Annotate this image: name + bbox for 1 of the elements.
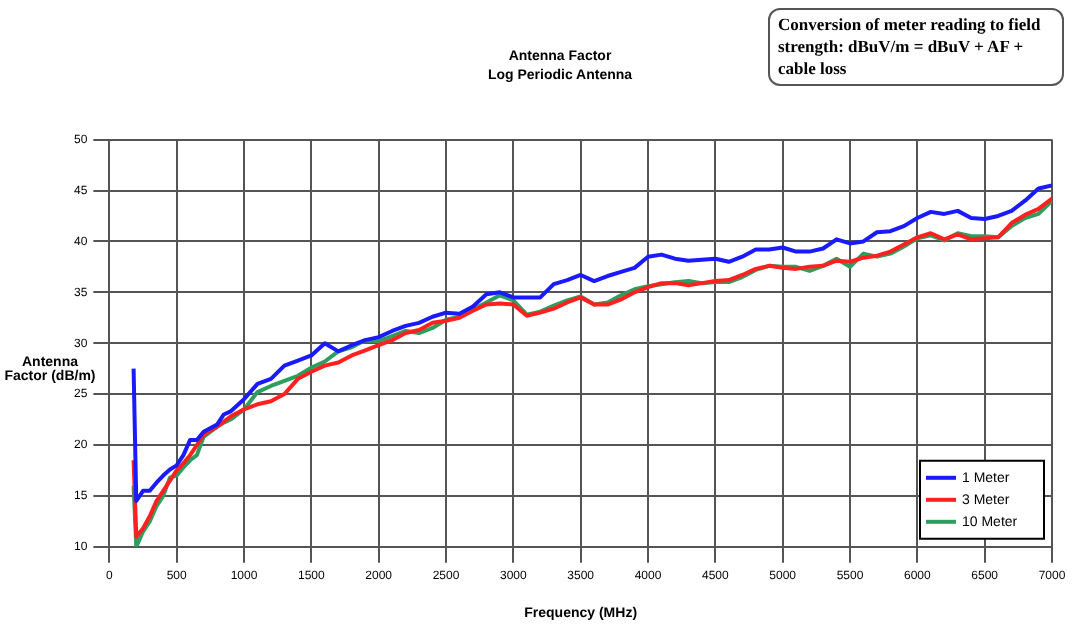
- text: Conversion of meter reading to field strength: dBuV/m = dBuV + AF + cable loss: [768, 8, 1064, 86]
